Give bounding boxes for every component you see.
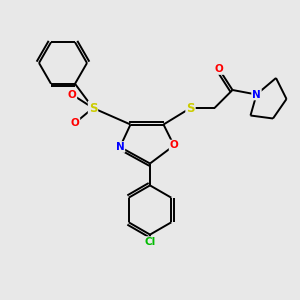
- Text: O: O: [169, 140, 178, 151]
- Text: Cl: Cl: [144, 237, 156, 247]
- Text: N: N: [116, 142, 124, 152]
- Text: O: O: [214, 64, 224, 74]
- Text: S: S: [186, 101, 195, 115]
- Text: O: O: [70, 118, 80, 128]
- Text: N: N: [252, 89, 261, 100]
- Text: O: O: [68, 89, 76, 100]
- Text: S: S: [89, 101, 97, 115]
